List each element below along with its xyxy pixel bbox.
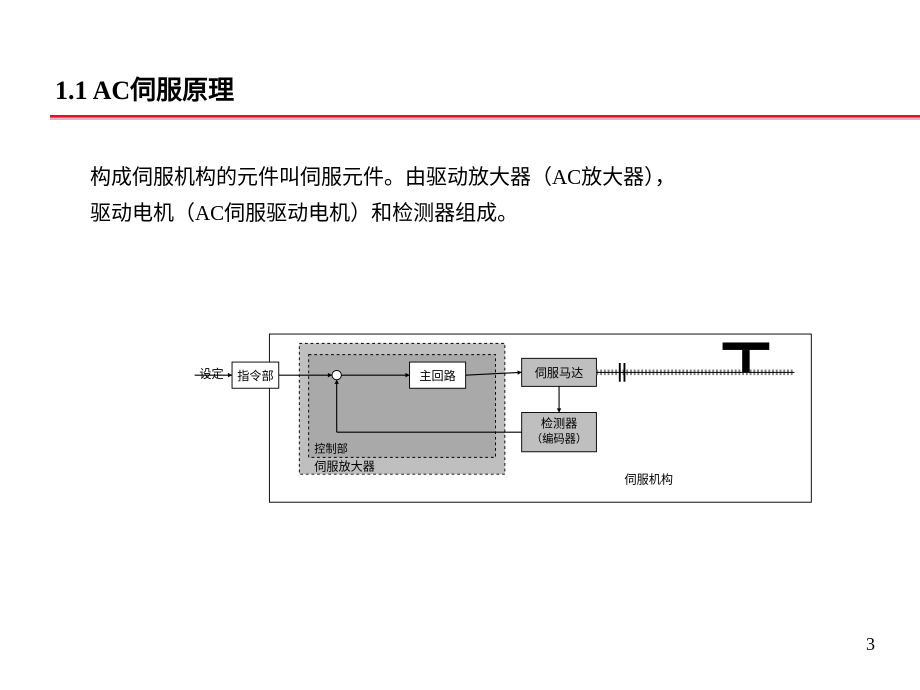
svg-text:伺服马达: 伺服马达	[535, 366, 584, 380]
svg-text:设定: 设定	[199, 366, 223, 381]
title-divider	[50, 115, 920, 120]
body-line-2: 驱动电机（AC伺服驱动电机）和检测器组成。	[90, 201, 518, 225]
body-text: 构成伺服机构的元件叫伺服元件。由驱动放大器（AC放大器）， 驱动电机（AC伺服驱…	[90, 160, 850, 231]
servo-block-diagram: 设定指令部 主回路 伺服马达检测器（编码器） 控制部伺服放大器伺服机构	[190, 320, 830, 520]
slide-title: 1.1 AC伺服原理	[55, 70, 234, 107]
svg-text:（编码器）: （编码器）	[531, 431, 587, 445]
page-number: 3	[866, 634, 875, 655]
svg-text:伺服机构: 伺服机构	[624, 472, 673, 487]
svg-text:控制部: 控制部	[314, 442, 348, 456]
body-line-1: 构成伺服机构的元件叫伺服元件。由驱动放大器（AC放大器），	[90, 165, 676, 189]
svg-text:主回路: 主回路	[419, 368, 455, 383]
svg-text:检测器: 检测器	[541, 415, 577, 430]
slide: 1.1 AC伺服原理 构成伺服机构的元件叫伺服元件。由驱动放大器（AC放大器），…	[0, 0, 920, 690]
svg-text:伺服放大器: 伺服放大器	[314, 458, 375, 473]
svg-text:指令部: 指令部	[237, 368, 273, 383]
diagram-svg: 设定指令部 主回路 伺服马达检测器（编码器） 控制部伺服放大器伺服机构	[190, 320, 830, 520]
